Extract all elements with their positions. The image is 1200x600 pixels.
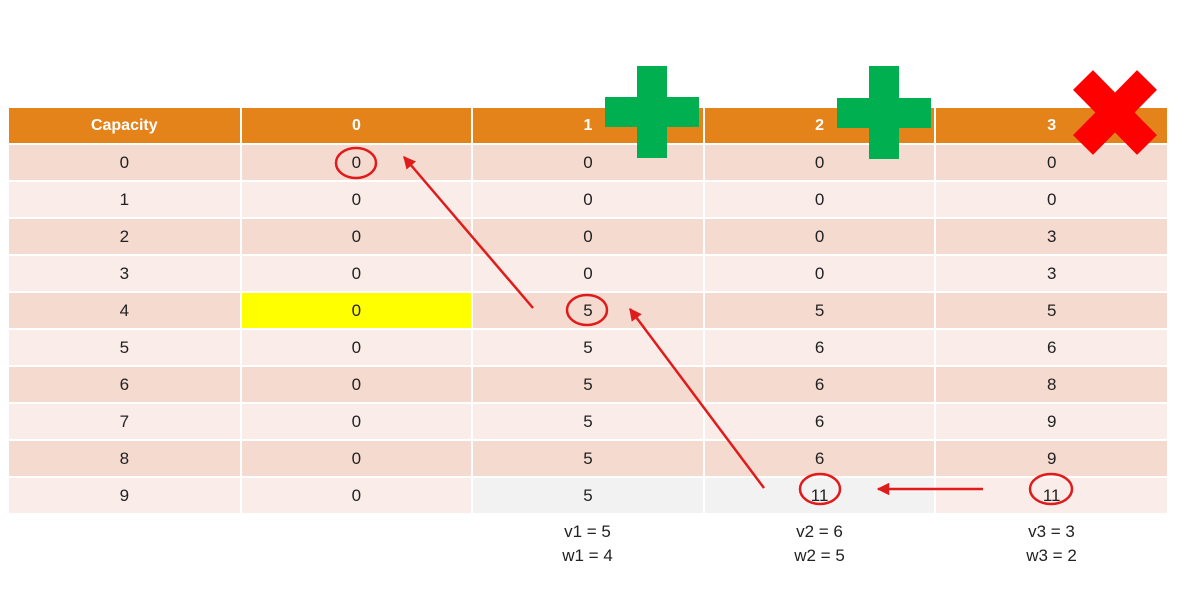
item-1-value: v1 = 5 bbox=[564, 522, 611, 541]
table-cell: 11 bbox=[703, 477, 937, 515]
table-cell: 0 bbox=[472, 255, 705, 293]
table-row: 2 0 0 0 3 bbox=[9, 218, 1167, 256]
table-cell: 0 bbox=[240, 181, 474, 219]
dp-table: Capacity 0 1 2 3 0 0 0 0 0 1 0 0 0 0 2 0… bbox=[9, 108, 1167, 515]
table-cell: 0 bbox=[935, 144, 1167, 182]
capacity-cell: 6 bbox=[9, 366, 242, 404]
table-cell: 6 bbox=[703, 366, 937, 404]
table-cell: 0 bbox=[240, 477, 474, 515]
table-row: 4 0 5 5 5 bbox=[9, 292, 1167, 330]
table-cell: 11 bbox=[935, 477, 1167, 515]
item-2-weight: w2 = 5 bbox=[794, 546, 845, 565]
table-row: 7 0 5 6 9 bbox=[9, 403, 1167, 441]
table-row: 9 0 5 11 11 bbox=[9, 477, 1167, 515]
table-cell: 5 bbox=[472, 366, 705, 404]
table-row: 6 0 5 6 8 bbox=[9, 366, 1167, 404]
table-cell: 0 bbox=[240, 218, 474, 256]
highlighted-cell: 0 bbox=[240, 292, 474, 330]
item-3-weight: w3 = 2 bbox=[1026, 546, 1077, 565]
table-row: 5 0 5 6 6 bbox=[9, 329, 1167, 367]
item-2-label: v2 = 6 w2 = 5 bbox=[704, 520, 935, 568]
item-1-weight: w1 = 4 bbox=[562, 546, 613, 565]
table-cell: 5 bbox=[472, 292, 705, 330]
table-cell: 6 bbox=[703, 329, 937, 367]
capacity-cell: 0 bbox=[9, 144, 242, 182]
table-row: 0 0 0 0 0 bbox=[9, 144, 1167, 182]
table-cell: 5 bbox=[472, 440, 705, 478]
table-cell: 3 bbox=[935, 218, 1167, 256]
table-cell: 0 bbox=[240, 255, 474, 293]
table-cell: 5 bbox=[472, 403, 705, 441]
table-cell: 0 bbox=[240, 440, 474, 478]
table-cell: 9 bbox=[935, 440, 1167, 478]
table-cell: 0 bbox=[240, 329, 474, 367]
table-cell: 5 bbox=[703, 292, 937, 330]
table-cell: 0 bbox=[472, 218, 705, 256]
table-row: 3 0 0 0 3 bbox=[9, 255, 1167, 293]
table-cell: 0 bbox=[240, 144, 474, 182]
capacity-cell: 7 bbox=[9, 403, 242, 441]
table-cell: 3 bbox=[935, 255, 1167, 293]
header-item-1: 1 bbox=[472, 108, 705, 145]
table-cell: 0 bbox=[703, 144, 937, 182]
capacity-cell: 2 bbox=[9, 218, 242, 256]
table-cell: 0 bbox=[240, 366, 474, 404]
table-cell: 5 bbox=[935, 292, 1167, 330]
capacity-cell: 8 bbox=[9, 440, 242, 478]
table-cell: 0 bbox=[240, 403, 474, 441]
table-cell: 0 bbox=[472, 144, 705, 182]
table-cell: 6 bbox=[935, 329, 1167, 367]
table-cell: 5 bbox=[472, 477, 705, 515]
table-cell: 0 bbox=[935, 181, 1167, 219]
header-capacity: Capacity bbox=[9, 108, 242, 145]
item-1-label: v1 = 5 w1 = 4 bbox=[472, 520, 703, 568]
header-item-2: 2 bbox=[703, 108, 937, 145]
table-cell: 8 bbox=[935, 366, 1167, 404]
table-cell: 6 bbox=[703, 403, 937, 441]
table-cell: 9 bbox=[935, 403, 1167, 441]
table-cell: 0 bbox=[703, 181, 937, 219]
header-item-0: 0 bbox=[240, 108, 474, 145]
table-cell: 0 bbox=[703, 218, 937, 256]
table-cell: 0 bbox=[703, 255, 937, 293]
capacity-cell: 1 bbox=[9, 181, 242, 219]
capacity-cell: 5 bbox=[9, 329, 242, 367]
capacity-cell: 4 bbox=[9, 292, 242, 330]
item-2-value: v2 = 6 bbox=[796, 522, 843, 541]
capacity-cell: 3 bbox=[9, 255, 242, 293]
header-row: Capacity 0 1 2 3 bbox=[9, 108, 1167, 145]
header-item-3: 3 bbox=[935, 108, 1167, 145]
table-cell: 0 bbox=[472, 181, 705, 219]
capacity-cell: 9 bbox=[9, 477, 242, 515]
item-3-value: v3 = 3 bbox=[1028, 522, 1075, 541]
table-cell: 5 bbox=[472, 329, 705, 367]
table-cell: 6 bbox=[703, 440, 937, 478]
table-row: 1 0 0 0 0 bbox=[9, 181, 1167, 219]
table-row: 8 0 5 6 9 bbox=[9, 440, 1167, 478]
item-3-label: v3 = 3 w3 = 2 bbox=[936, 520, 1167, 568]
